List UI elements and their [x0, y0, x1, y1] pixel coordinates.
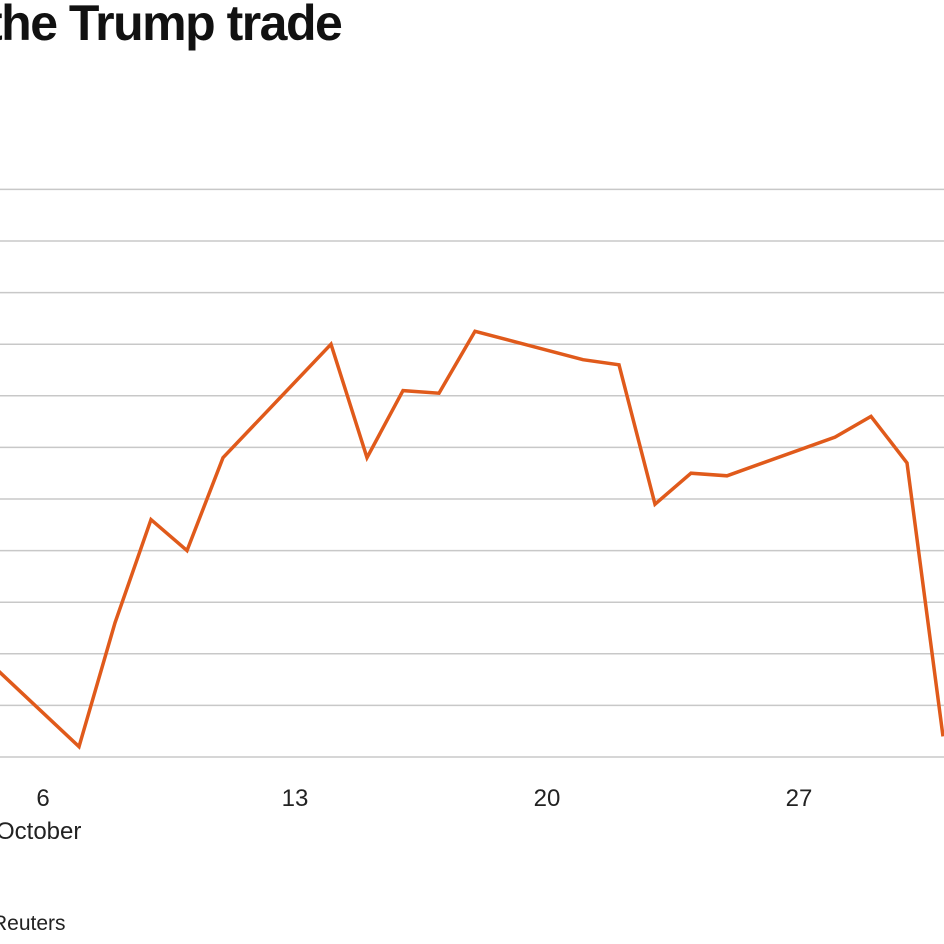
chart-title: the Trump trade	[0, 0, 343, 51]
x-tick-label: 27	[786, 785, 813, 812]
x-axis: 6 13 20 27 October	[0, 785, 812, 845]
x-tick-label: 6	[36, 785, 49, 812]
series-layer	[0, 329, 944, 750]
gridlines	[0, 188, 944, 758]
series-line	[0, 329, 944, 750]
x-axis-month-label: October	[0, 818, 81, 845]
x-tick-label: 13	[282, 785, 309, 812]
x-tick-label: 20	[534, 785, 561, 812]
source-note: Reuters	[0, 912, 66, 935]
